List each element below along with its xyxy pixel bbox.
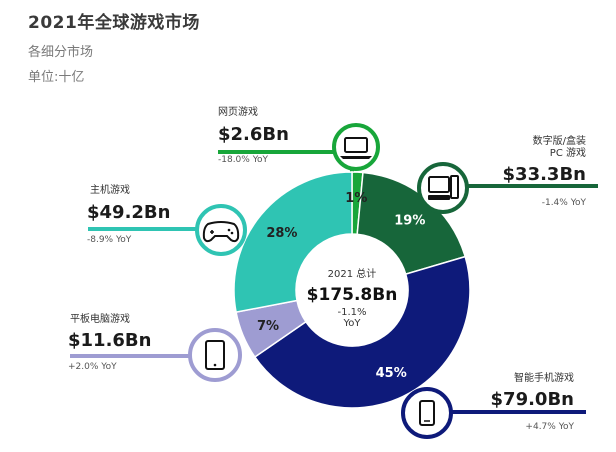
center-total-yoy-unit: YoY xyxy=(342,318,361,329)
desktop-pc-icon xyxy=(417,162,469,214)
chart-unit: 单位:十亿 xyxy=(28,70,85,85)
callout-pc-name-line2: PC 游戏 xyxy=(550,146,586,159)
callout-browser-name: 网页游戏 xyxy=(218,105,258,118)
slice-percent-smartphone: 45% xyxy=(376,366,407,381)
callout-smartphone-name: 智能手机游戏 xyxy=(514,371,574,384)
callout-tablet: 平板电脑游戏 $11.6Bn +2.0% YoY xyxy=(68,312,151,372)
donut-hole xyxy=(296,234,408,346)
callout-pc-value: $33.3Bn xyxy=(503,164,586,185)
callout-smartphone: 智能手机游戏 $79.0Bn +4.7% YoY xyxy=(491,371,575,432)
gamepad-icon xyxy=(195,204,247,256)
slice-percent-tablet: 7% xyxy=(257,319,279,334)
laptop-icon xyxy=(332,123,380,171)
chart-subtitle: 各细分市场 xyxy=(28,45,94,60)
chart-header: 2021年全球游戏市场 各细分市场 单位:十亿 xyxy=(28,8,200,85)
callout-pc: 数字版/盒装 PC 游戏 $33.3Bn -1.4% YoY xyxy=(503,134,587,208)
tablet-icon xyxy=(188,328,242,382)
smartphone-icon xyxy=(401,387,453,439)
slice-percent-labels: 1% 19% 45% 7% 28% xyxy=(257,191,425,381)
slice-percent-browser: 1% xyxy=(345,191,367,206)
slice-percent-pc: 19% xyxy=(394,214,425,229)
callout-console-name: 主机游戏 xyxy=(90,183,130,196)
center-total-yoy: -1.1% xyxy=(337,307,366,318)
callout-tablet-yoy: +2.0% YoY xyxy=(68,362,117,372)
callout-pc-yoy: -1.4% YoY xyxy=(542,198,587,208)
donut-slices xyxy=(233,171,471,409)
callout-console-value: $49.2Bn xyxy=(87,202,170,223)
callout-console: 主机游戏 $49.2Bn -8.9% YoY xyxy=(87,183,170,245)
callout-pc-name-line1: 数字版/盒装 xyxy=(533,134,586,147)
chart-title: 2021年全球游戏市场 xyxy=(28,13,200,33)
callout-browser: 网页游戏 $2.6Bn -18.0% YoY xyxy=(218,105,289,165)
center-total: 2021 总计 $175.8Bn -1.1% YoY xyxy=(307,267,398,329)
callout-smartphone-value: $79.0Bn xyxy=(491,389,574,410)
callout-tablet-name: 平板电脑游戏 xyxy=(70,312,130,325)
callout-smartphone-yoy: +4.7% YoY xyxy=(525,422,574,432)
callout-console-yoy: -8.9% YoY xyxy=(87,235,132,245)
callout-browser-yoy: -18.0% YoY xyxy=(218,155,269,165)
center-total-value: $175.8Bn xyxy=(307,285,398,305)
callout-tablet-value: $11.6Bn xyxy=(68,330,151,351)
slice-percent-console: 28% xyxy=(266,226,297,241)
center-total-label: 2021 总计 xyxy=(328,267,377,280)
callout-browser-value: $2.6Bn xyxy=(218,124,289,145)
